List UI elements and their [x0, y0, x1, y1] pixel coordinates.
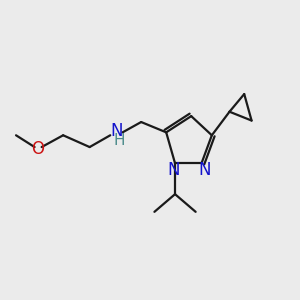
Text: N: N: [167, 161, 180, 179]
Text: H: H: [114, 133, 125, 148]
Text: N: N: [110, 122, 122, 140]
Text: O: O: [32, 140, 45, 158]
Text: N: N: [198, 161, 211, 179]
